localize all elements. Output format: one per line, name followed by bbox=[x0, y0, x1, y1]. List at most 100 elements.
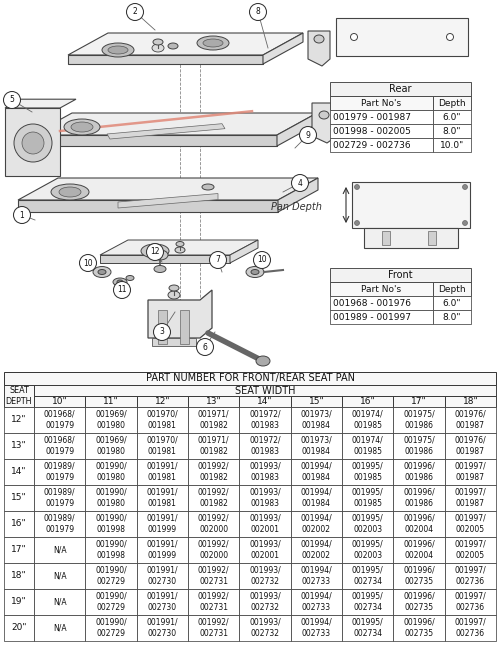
Text: 20": 20" bbox=[11, 624, 27, 633]
Bar bbox=[188, 615, 240, 641]
Polygon shape bbox=[18, 200, 278, 212]
Text: 001994/
002002: 001994/ 002002 bbox=[300, 514, 332, 534]
Bar bbox=[34, 589, 86, 615]
Text: 001996/
002004: 001996/ 002004 bbox=[403, 540, 435, 560]
Ellipse shape bbox=[176, 242, 184, 246]
Bar bbox=[290, 615, 342, 641]
Text: N/A: N/A bbox=[53, 546, 66, 555]
Text: 001991/
001981: 001991/ 001981 bbox=[146, 488, 178, 508]
Bar bbox=[433, 296, 471, 310]
Ellipse shape bbox=[51, 184, 89, 200]
Circle shape bbox=[354, 185, 360, 189]
Bar bbox=[342, 563, 394, 589]
Ellipse shape bbox=[102, 43, 134, 57]
Text: 001974/
001985: 001974/ 001985 bbox=[352, 410, 384, 430]
Bar bbox=[342, 511, 394, 537]
Text: 5: 5 bbox=[10, 96, 14, 105]
Ellipse shape bbox=[108, 46, 128, 54]
Text: 001992/
002731: 001992/ 002731 bbox=[198, 592, 230, 612]
Bar bbox=[290, 459, 342, 485]
Text: 001990/
001998: 001990/ 001998 bbox=[95, 540, 127, 560]
Polygon shape bbox=[5, 108, 60, 176]
Ellipse shape bbox=[59, 187, 81, 197]
Text: 001994/
001984: 001994/ 001984 bbox=[300, 488, 332, 508]
Circle shape bbox=[292, 174, 308, 191]
Bar bbox=[34, 615, 86, 641]
Bar bbox=[330, 268, 471, 282]
Circle shape bbox=[350, 33, 358, 41]
Ellipse shape bbox=[197, 36, 229, 50]
Bar bbox=[290, 485, 342, 511]
Text: 3: 3 bbox=[160, 328, 164, 337]
Text: 001991/
001999: 001991/ 001999 bbox=[146, 540, 178, 560]
Ellipse shape bbox=[141, 244, 169, 258]
Ellipse shape bbox=[203, 39, 223, 47]
Bar bbox=[336, 18, 468, 56]
Text: 001971/
001982: 001971/ 001982 bbox=[198, 410, 230, 430]
Ellipse shape bbox=[256, 356, 270, 366]
Polygon shape bbox=[152, 338, 196, 346]
Text: 001969/
001980: 001969/ 001980 bbox=[95, 410, 127, 430]
Bar bbox=[330, 282, 433, 296]
Bar bbox=[4, 511, 34, 537]
Bar bbox=[394, 563, 444, 589]
Ellipse shape bbox=[117, 280, 123, 284]
Ellipse shape bbox=[93, 267, 111, 278]
Text: 001991/
001999: 001991/ 001999 bbox=[146, 514, 178, 534]
Text: 001993/
002732: 001993/ 002732 bbox=[249, 592, 281, 612]
Bar bbox=[433, 310, 471, 324]
Bar bbox=[342, 396, 394, 407]
Bar bbox=[136, 563, 188, 589]
Bar bbox=[86, 407, 136, 433]
Polygon shape bbox=[68, 55, 263, 64]
Bar bbox=[86, 589, 136, 615]
Text: 19": 19" bbox=[11, 597, 27, 607]
Text: 001995/
002003: 001995/ 002003 bbox=[352, 540, 384, 560]
Bar bbox=[136, 589, 188, 615]
Text: 18": 18" bbox=[11, 572, 27, 580]
Bar bbox=[290, 396, 342, 407]
Circle shape bbox=[250, 3, 266, 20]
Text: 001989/
001979: 001989/ 001979 bbox=[44, 514, 76, 534]
Text: 12": 12" bbox=[154, 397, 170, 406]
Bar bbox=[444, 589, 496, 615]
Circle shape bbox=[354, 221, 360, 225]
Text: 001995/
002734: 001995/ 002734 bbox=[352, 566, 384, 586]
Text: 001993/
002732: 001993/ 002732 bbox=[249, 566, 281, 586]
Text: 001968 - 001976: 001968 - 001976 bbox=[333, 299, 411, 307]
Text: 001996/
002004: 001996/ 002004 bbox=[403, 514, 435, 534]
Bar bbox=[394, 459, 444, 485]
Bar bbox=[136, 485, 188, 511]
Bar bbox=[240, 459, 290, 485]
Bar bbox=[4, 589, 34, 615]
Text: 001990/
001980: 001990/ 001980 bbox=[95, 462, 127, 482]
Ellipse shape bbox=[202, 184, 214, 190]
Text: 10": 10" bbox=[52, 397, 68, 406]
Circle shape bbox=[154, 324, 170, 341]
Text: 001976/
001987: 001976/ 001987 bbox=[454, 436, 486, 456]
Bar bbox=[4, 485, 34, 511]
Circle shape bbox=[462, 221, 468, 225]
Text: 16": 16" bbox=[360, 397, 376, 406]
Text: 001992/
001982: 001992/ 001982 bbox=[198, 462, 230, 482]
Circle shape bbox=[196, 339, 214, 356]
Text: 12: 12 bbox=[150, 248, 160, 257]
Text: 001994/
002733: 001994/ 002733 bbox=[300, 592, 332, 612]
Bar bbox=[342, 615, 394, 641]
Text: SEAT
DEPTH: SEAT DEPTH bbox=[6, 386, 32, 405]
Bar bbox=[290, 537, 342, 563]
Ellipse shape bbox=[98, 269, 106, 274]
Text: 001970/
001981: 001970/ 001981 bbox=[146, 410, 178, 430]
Bar bbox=[188, 407, 240, 433]
Text: 001990/
002729: 001990/ 002729 bbox=[95, 566, 127, 586]
Ellipse shape bbox=[113, 278, 127, 286]
Ellipse shape bbox=[175, 247, 185, 253]
Bar bbox=[86, 485, 136, 511]
Text: 001995/
002734: 001995/ 002734 bbox=[352, 618, 384, 638]
Text: 001975/
001986: 001975/ 001986 bbox=[403, 436, 435, 456]
Bar bbox=[34, 485, 86, 511]
Text: 001990/
002729: 001990/ 002729 bbox=[95, 592, 127, 612]
Bar bbox=[330, 110, 433, 124]
Text: 001997/
002005: 001997/ 002005 bbox=[454, 540, 486, 560]
Bar bbox=[330, 82, 471, 96]
